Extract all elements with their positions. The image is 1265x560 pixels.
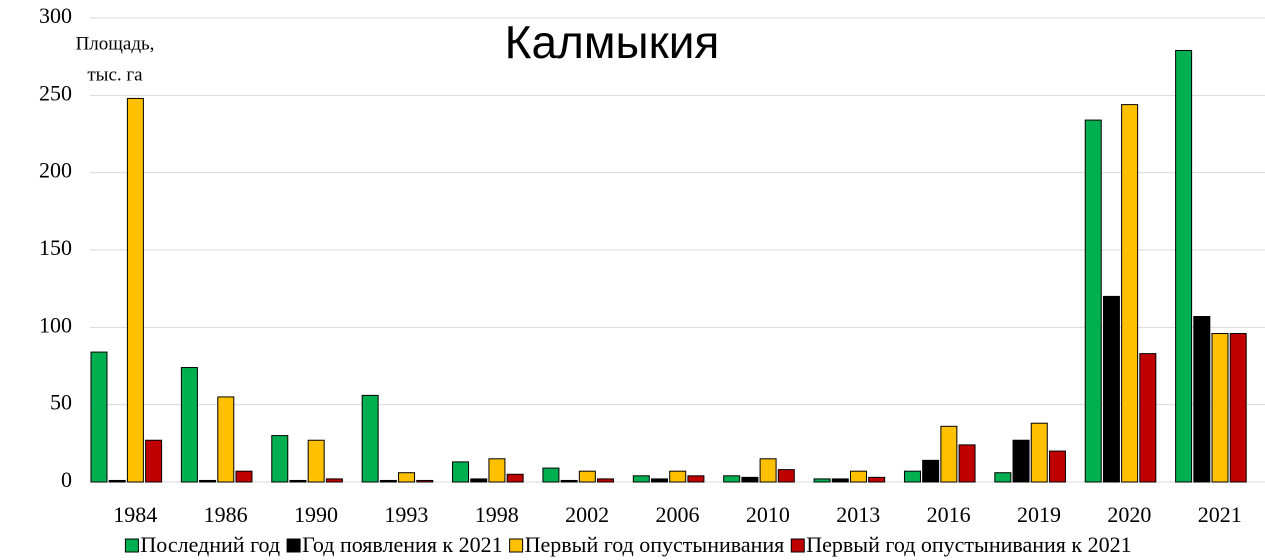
bar [651,478,669,483]
y-tick-label: 100 [39,312,72,337]
legend-label: Первый год опустынивания [525,532,785,557]
chart-title: Калмыкия [505,16,720,68]
bar [687,475,705,483]
bar [235,470,253,483]
bar [1229,333,1247,483]
legend-label: Год появления к 2021 [302,532,503,557]
x-tick-label: 2021 [1198,502,1242,527]
bar [632,475,650,483]
x-tick-label: 2020 [1107,502,1151,527]
bar [542,467,560,483]
bar [1121,104,1139,483]
bar [126,97,144,483]
x-tick-label: 2016 [927,502,971,527]
bar [470,478,488,483]
y-tick-label: 250 [39,80,72,105]
bar [325,478,343,483]
bar [1139,353,1157,483]
x-tick-label: 2010 [746,502,790,527]
bar [1048,450,1066,483]
bar [723,475,741,483]
bar [940,425,958,483]
bar [994,472,1012,483]
bar [398,472,416,483]
legend-swatch [286,538,301,553]
bar [361,394,379,483]
x-tick-label: 1984 [113,502,157,527]
bar [379,479,397,483]
bar [831,478,849,483]
bar [813,478,831,483]
bar [868,476,886,483]
y-tick-label: 300 [39,3,72,28]
legend-swatch [124,538,139,553]
x-tick-label: 1998 [475,502,519,527]
legend-label: Последний год [140,532,280,557]
bar [597,478,615,483]
x-tick-label: 1993 [384,502,428,527]
bar [1211,333,1229,483]
bar [1030,422,1048,483]
bar [217,396,235,483]
bar [741,476,759,483]
y-axis-label: тыс. га [87,64,143,85]
bar [145,439,163,483]
bar [922,459,940,483]
y-tick-label: 0 [61,467,72,492]
y-tick-label: 150 [39,235,72,260]
y-axis-label: Площадь, [76,33,155,54]
y-tick-label: 200 [39,158,72,183]
bar [416,479,434,483]
bar [289,479,307,483]
bar [452,461,470,483]
bar [1193,316,1211,483]
bar [1175,49,1193,483]
bar [759,458,777,483]
bar [506,473,524,483]
x-tick-label: 2002 [565,502,609,527]
x-tick-label: 2006 [656,502,700,527]
bar [669,470,687,483]
legend-label: Первый год опустынивания к 2021 [806,532,1131,557]
bar [199,479,217,483]
bar [108,479,126,483]
bar [488,458,506,483]
x-tick-label: 2019 [1017,502,1061,527]
x-tick-label: 2013 [836,502,880,527]
x-tick-label: 1990 [294,502,338,527]
bar [560,479,578,483]
y-tick-label: 50 [50,390,72,415]
bar [578,470,596,483]
bar [903,470,921,483]
bar [271,435,289,483]
legend-swatch [790,538,805,553]
bar [777,469,795,483]
bar [307,439,325,483]
bar [1012,439,1030,483]
x-tick-label: 1986 [204,502,248,527]
bar [180,367,198,483]
legend-swatch [509,538,524,553]
bar [1084,119,1102,483]
bar [849,470,867,483]
bar [958,444,976,483]
bar [1102,295,1120,483]
bar [90,351,108,483]
